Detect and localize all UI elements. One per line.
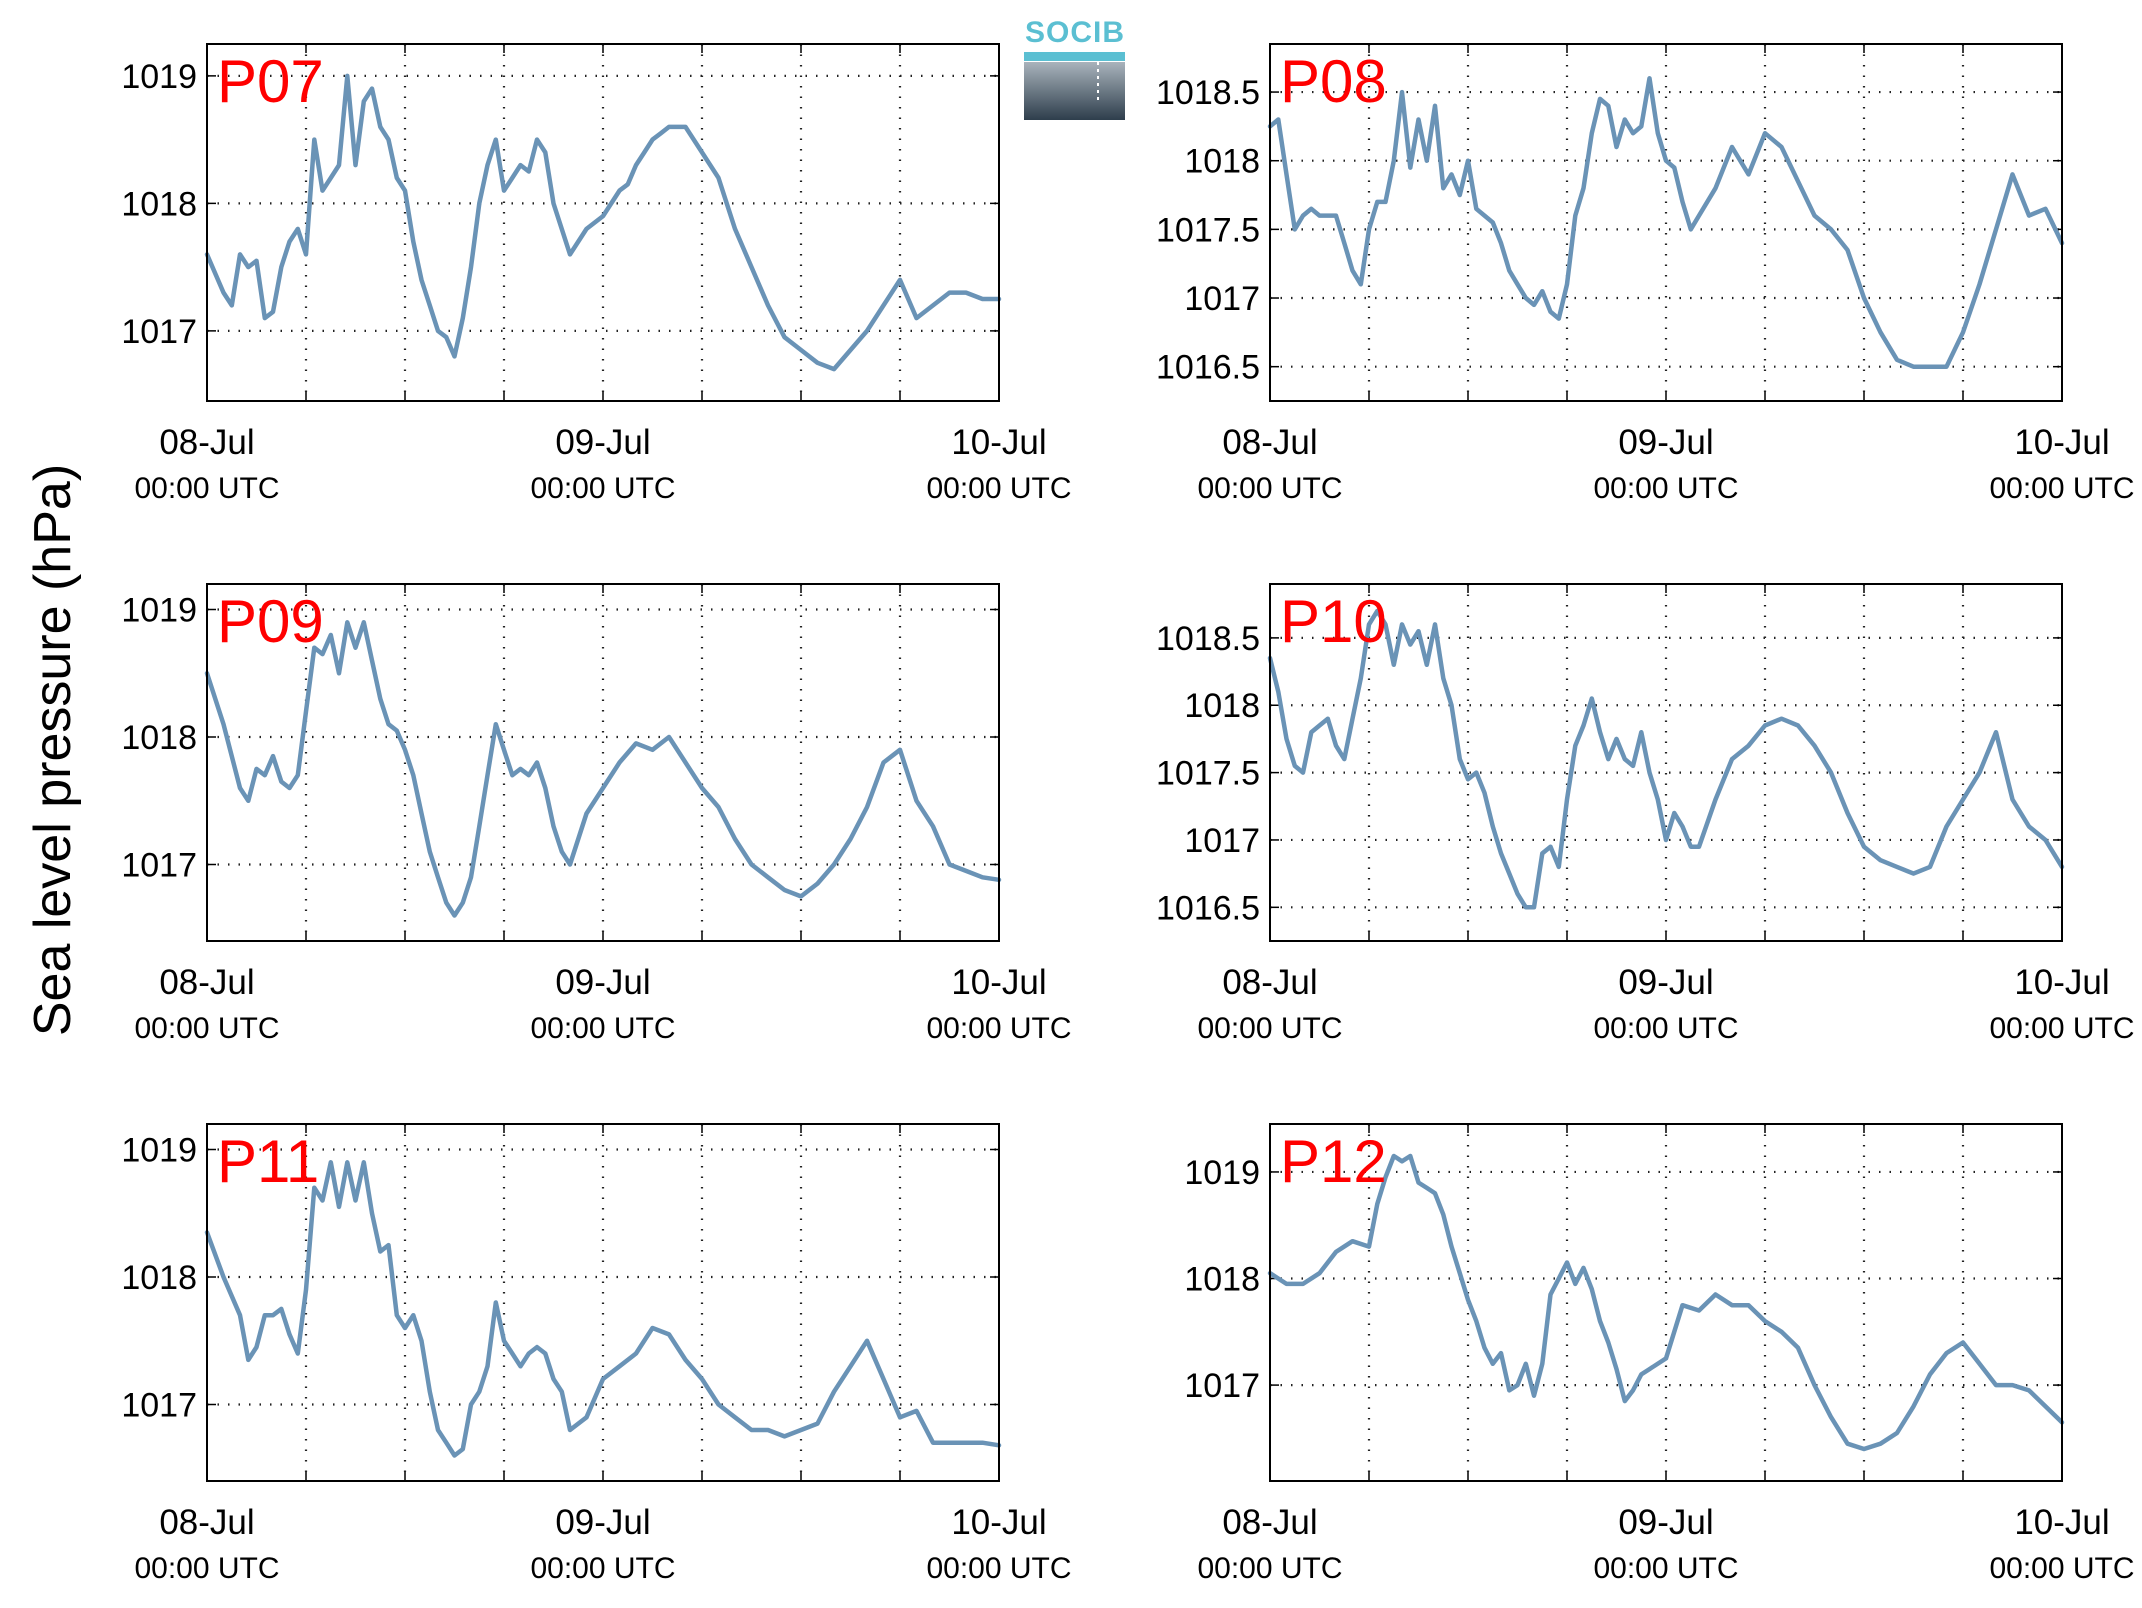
y-tick-label: 1017 [1184,1367,1260,1405]
panel-p11: 1017 1018 1019 08-Jul 00:00 UTC 09-Jul 00:00 U… [121,1123,1072,1585]
x-tick-label-time: 00:00 UTC [530,1012,675,1045]
pressure-line-p09 [204,620,1002,918]
x-tick-label-time: 00:00 UTC [134,1012,279,1045]
x-tick-label-date: 10-Jul [951,423,1046,462]
x-tick-label-time: 00:00 UTC [134,472,279,505]
panel-p09: 1017 1018 1019 08-Jul 00:00 UTC 09-Jul 00:00 U… [121,583,1072,1045]
socib-logo-block [1024,62,1125,120]
x-tick-label-time: 00:00 UTC [926,1552,1071,1585]
x-tick-label-date: 10-Jul [2014,423,2109,462]
y-tick-label: 1017.5 [1156,211,1260,249]
panel-p10: 1016.5 1017 1017.5 1018 1018.5 08-Jul 00:00 UT… [1156,583,2135,1045]
y-tick-label: 1019 [1184,1154,1260,1192]
y-tick-label: 1018 [121,185,197,223]
socib-logo-text: SOCIB [1025,16,1125,49]
x-tick-label-time: 00:00 UTC [1989,1012,2134,1045]
axes-frame [206,583,1000,942]
x-tick-label-time: 00:00 UTC [1197,1012,1342,1045]
y-tick-label: 1017.5 [1156,755,1260,793]
pressure-line-p07 [204,73,1002,372]
x-tick-label-date: 08-Jul [159,1503,254,1542]
x-tick-label-date: 09-Jul [1618,963,1713,1002]
y-tick-label: 1018 [1184,1261,1260,1299]
y-tick-label: 1018 [1184,143,1260,181]
x-tick-label-time: 00:00 UTC [1593,1012,1738,1045]
panel-p12: 1017 1018 1019 08-Jul 00:00 UTC 09-Jul 00:00 U… [1184,1123,2135,1585]
x-tick-label-date: 09-Jul [555,963,650,1002]
pressure-line-p11 [204,1160,1002,1458]
panel-label-p10: P10 [1280,588,1387,655]
socib-logo-band [1024,52,1125,61]
socib-logo: SOCIB [1024,16,1125,120]
x-tick-label-time: 00:00 UTC [530,472,675,505]
x-tick-label-date: 08-Jul [1222,1503,1317,1542]
x-tick-label-date: 10-Jul [951,963,1046,1002]
y-tick-label: 1016.5 [1156,349,1260,387]
panel-label-p12: P12 [1280,1128,1387,1195]
y-tick-label: 1017 [121,847,197,885]
y-axis-label: Sea level pressure (hPa) [24,464,82,1036]
panel-label-p07: P07 [217,48,324,115]
axes-frame [1269,43,2063,402]
x-tick-label-time: 00:00 UTC [1197,472,1342,505]
x-tick-label-date: 08-Jul [159,963,254,1002]
y-tick-label: 1019 [121,592,197,630]
x-tick-label-date: 10-Jul [2014,1503,2109,1542]
x-tick-label-date: 10-Jul [951,1503,1046,1542]
y-tick-label: 1017 [121,313,197,351]
x-tick-label-time: 00:00 UTC [1197,1552,1342,1585]
x-tick-label-time: 00:00 UTC [134,1552,279,1585]
x-tick-label-date: 08-Jul [159,423,254,462]
y-tick-label: 1018 [121,719,197,757]
y-tick-label: 1019 [121,58,197,96]
axes-frame [1269,1123,2063,1482]
pressure-line-p10 [1267,608,2065,910]
x-tick-label-date: 09-Jul [555,1503,650,1542]
panels: 1017 1018 1019 08-Jul 00:00 UTC 09-Jul 00:00 U… [121,43,2135,1585]
panel-label-p09: P09 [217,588,324,655]
x-tick-label-date: 09-Jul [1618,1503,1713,1542]
x-tick-label-date: 08-Jul [1222,963,1317,1002]
y-tick-label: 1019 [121,1132,197,1170]
pressure-line-p08 [1267,76,2065,369]
y-tick-label: 1017 [1184,280,1260,318]
axes-frame [206,1123,1000,1482]
y-tick-label: 1018.5 [1156,620,1260,658]
y-tick-label: 1018.5 [1156,74,1260,112]
y-tick-label: 1017 [121,1387,197,1425]
axes-frame [206,43,1000,402]
pressure-line-p12 [1267,1153,2065,1452]
x-tick-label-time: 00:00 UTC [926,472,1071,505]
y-tick-label: 1018 [121,1259,197,1297]
x-tick-label-time: 00:00 UTC [530,1552,675,1585]
panel-p07: 1017 1018 1019 08-Jul 00:00 UTC 09-Jul 00:00 U… [121,43,1072,505]
panel-label-p08: P08 [1280,48,1387,115]
x-tick-label-time: 00:00 UTC [1593,472,1738,505]
y-tick-label: 1016.5 [1156,889,1260,927]
y-tick-label: 1018 [1184,687,1260,725]
panel-p08: 1016.5 1017 1017.5 1018 1018.5 08-Jul 00:00 UT… [1156,43,2135,505]
axes-frame [1269,583,2063,942]
x-tick-label-time: 00:00 UTC [1593,1552,1738,1585]
panel-label-p11: P11 [217,1128,319,1195]
x-tick-label-time: 00:00 UTC [1989,1552,2134,1585]
x-tick-label-date: 10-Jul [2014,963,2109,1002]
y-tick-label: 1017 [1184,822,1260,860]
x-tick-label-time: 00:00 UTC [926,1012,1071,1045]
x-tick-label-time: 00:00 UTC [1989,472,2134,505]
x-tick-label-date: 09-Jul [555,423,650,462]
x-tick-label-date: 08-Jul [1222,423,1317,462]
x-tick-label-date: 09-Jul [1618,423,1713,462]
